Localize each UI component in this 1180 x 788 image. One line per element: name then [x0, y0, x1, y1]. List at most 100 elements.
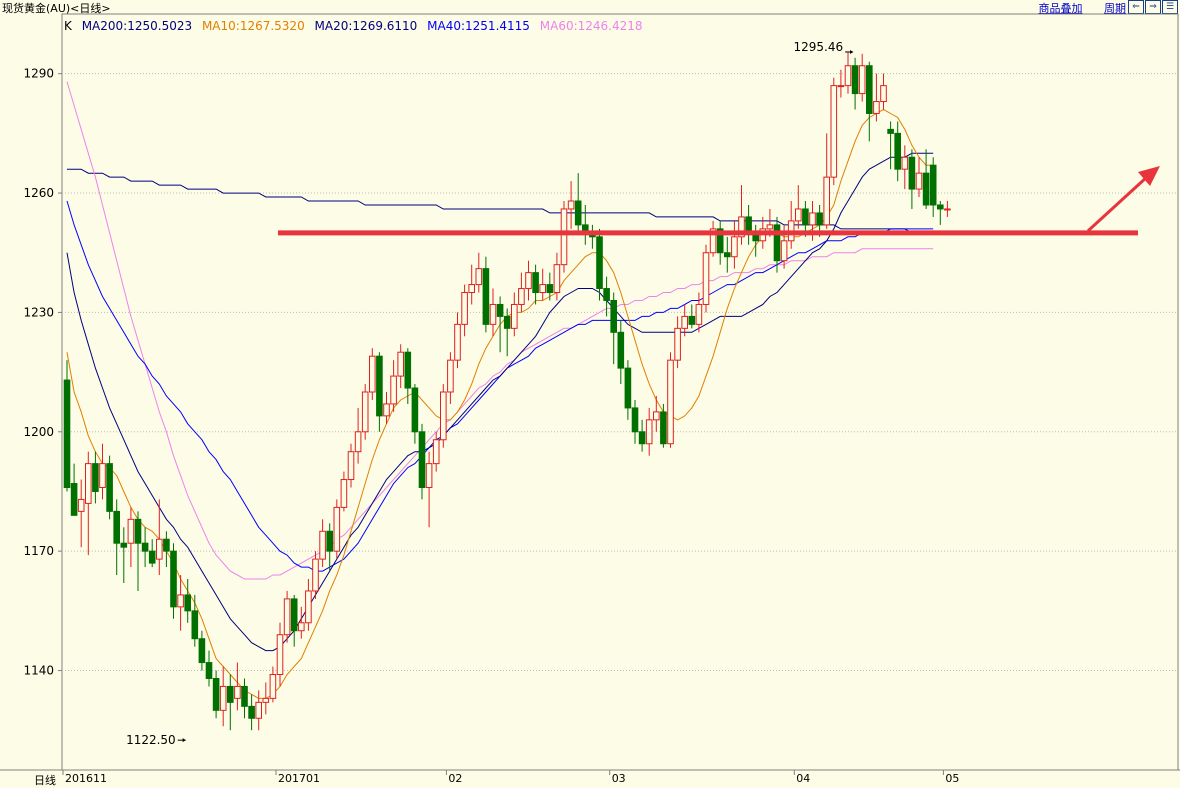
candle-body — [645, 419, 653, 445]
candle-body — [148, 550, 156, 564]
y-tick-label: 1290 — [23, 67, 54, 81]
candle-body — [141, 542, 149, 552]
candle-body — [383, 403, 390, 417]
candle-body — [873, 101, 880, 114]
candle-body — [170, 550, 177, 608]
y-tick-label: 1230 — [23, 305, 54, 319]
candle-body — [184, 594, 191, 612]
candle-body — [716, 228, 724, 254]
y-tick-label: 1260 — [23, 186, 54, 200]
candle-body — [312, 558, 319, 592]
candle-body — [461, 292, 468, 325]
ma20-line — [66, 152, 934, 652]
ma20-label: MA20:1269.6110 — [314, 19, 418, 33]
candle-body — [489, 303, 497, 325]
y-tick-label: 1170 — [23, 544, 54, 558]
candle-body — [631, 407, 639, 433]
candle-body — [880, 85, 887, 103]
candle-body — [908, 156, 916, 190]
candle-body — [766, 224, 774, 230]
shrink-left-icon[interactable]: ⇐ — [1128, 0, 1144, 14]
candle-body — [283, 598, 291, 636]
candle-body — [156, 538, 163, 560]
y-tick-label: 1140 — [23, 664, 54, 678]
candle-body — [653, 411, 660, 421]
candle-body — [163, 538, 170, 552]
candle-body — [397, 351, 404, 377]
candle-body — [432, 439, 440, 465]
candle-body — [837, 85, 845, 88]
ma10-line — [66, 108, 934, 699]
x-tick-label: 02 — [448, 772, 462, 785]
candle-body — [305, 590, 312, 624]
panel-icon[interactable]: ☰ — [1162, 0, 1178, 14]
candle-body — [667, 359, 674, 445]
candle-body — [511, 303, 518, 329]
x-tick-label: 03 — [612, 772, 626, 785]
x-tick-label: 201701 — [278, 772, 320, 785]
candle-body — [851, 65, 859, 95]
candle-body — [553, 264, 561, 294]
trend-arrow-shaft — [1086, 174, 1150, 232]
high-annotation: 1295.46 — [793, 40, 843, 54]
candle-body — [227, 685, 234, 703]
ma60-line — [66, 81, 934, 580]
candle-body — [269, 674, 277, 699]
candle-body — [440, 391, 447, 441]
candle-body — [660, 411, 667, 445]
candle-body — [617, 331, 625, 369]
candle-body — [404, 351, 412, 389]
x-tick-label: 201611 — [65, 772, 107, 785]
candle-body — [255, 701, 262, 719]
top-bar: 现货黄金(AU)<日线> 商品叠加 周期 ⇐ ⇒ ☰ — [0, 0, 1180, 15]
candle-body — [695, 303, 703, 325]
annotation-arrowhead — [850, 49, 854, 54]
x-tick-label: 04 — [796, 772, 810, 785]
candle-body — [447, 359, 454, 393]
period-link[interactable]: 周期 — [1104, 2, 1126, 15]
candle-body — [290, 598, 298, 632]
candle-body — [482, 268, 490, 325]
overlay-link[interactable]: 商品叠加 — [1038, 2, 1083, 15]
candle-body — [731, 236, 738, 258]
candle-body — [361, 391, 369, 433]
candle-body — [567, 200, 575, 210]
candle-body — [610, 299, 618, 333]
candle-body — [525, 272, 532, 290]
ma200-line — [67, 168, 948, 234]
candle-body — [347, 451, 355, 481]
k-label: K — [64, 19, 72, 33]
candle-body — [340, 479, 348, 508]
candle-body — [894, 132, 902, 170]
candle-body — [390, 375, 397, 405]
candle-body — [120, 542, 128, 548]
candle-body — [922, 172, 930, 206]
candle-body — [830, 85, 838, 178]
candle-body — [468, 284, 475, 294]
ma200-label: MA200:1250.5023 — [81, 19, 193, 33]
candle-body — [454, 323, 461, 361]
candle-body — [77, 498, 85, 512]
candle-body — [688, 315, 696, 325]
candle-body — [425, 463, 433, 488]
candle-body — [212, 677, 220, 711]
candle-body — [262, 697, 270, 703]
candle-body — [496, 303, 504, 317]
candle-body — [638, 431, 646, 445]
ma40-label: MA40:1251.4115 — [427, 19, 530, 33]
candle-body — [127, 518, 135, 544]
page-title: 现货黄金(AU)<日线> — [2, 2, 111, 15]
candle-body — [596, 236, 603, 290]
candle-body — [532, 272, 539, 294]
candle-body — [219, 685, 227, 711]
ma-legend: K MA200:1250.5023 MA10:1267.5320 MA20:12… — [64, 19, 649, 33]
trend-arrow-head — [1138, 166, 1160, 186]
candle-body — [823, 176, 831, 226]
low-annotation: 1122.50 — [126, 733, 176, 747]
candle-body — [674, 327, 681, 361]
candle-body — [418, 431, 426, 488]
candle-body — [369, 355, 376, 393]
ma10-label: MA10:1267.5320 — [201, 19, 305, 33]
candle-body — [702, 252, 710, 305]
